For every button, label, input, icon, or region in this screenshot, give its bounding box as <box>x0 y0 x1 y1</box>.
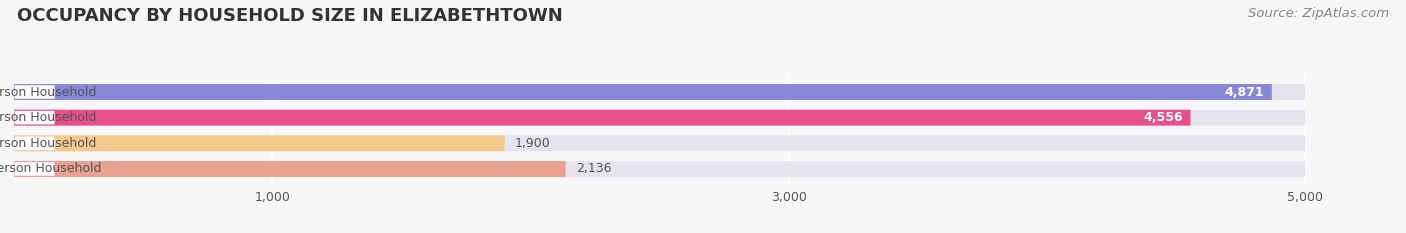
Text: 2,136: 2,136 <box>576 162 612 175</box>
Text: 4,871: 4,871 <box>1225 86 1264 99</box>
FancyBboxPatch shape <box>14 161 1305 177</box>
FancyBboxPatch shape <box>14 110 1191 126</box>
Text: Source: ZipAtlas.com: Source: ZipAtlas.com <box>1249 7 1389 20</box>
FancyBboxPatch shape <box>14 84 1272 100</box>
Text: 3-Person Household: 3-Person Household <box>0 137 97 150</box>
Text: 2-Person Household: 2-Person Household <box>0 111 97 124</box>
FancyBboxPatch shape <box>14 84 1305 100</box>
Text: 4+ Person Household: 4+ Person Household <box>0 162 101 175</box>
FancyBboxPatch shape <box>14 85 55 99</box>
FancyBboxPatch shape <box>14 135 1305 151</box>
FancyBboxPatch shape <box>14 135 505 151</box>
Text: 1-Person Household: 1-Person Household <box>0 86 97 99</box>
FancyBboxPatch shape <box>14 162 55 176</box>
FancyBboxPatch shape <box>14 111 55 124</box>
Text: OCCUPANCY BY HOUSEHOLD SIZE IN ELIZABETHTOWN: OCCUPANCY BY HOUSEHOLD SIZE IN ELIZABETH… <box>17 7 562 25</box>
FancyBboxPatch shape <box>14 161 565 177</box>
Text: 4,556: 4,556 <box>1143 111 1182 124</box>
FancyBboxPatch shape <box>14 110 1305 126</box>
FancyBboxPatch shape <box>14 137 55 150</box>
Text: 1,900: 1,900 <box>515 137 551 150</box>
